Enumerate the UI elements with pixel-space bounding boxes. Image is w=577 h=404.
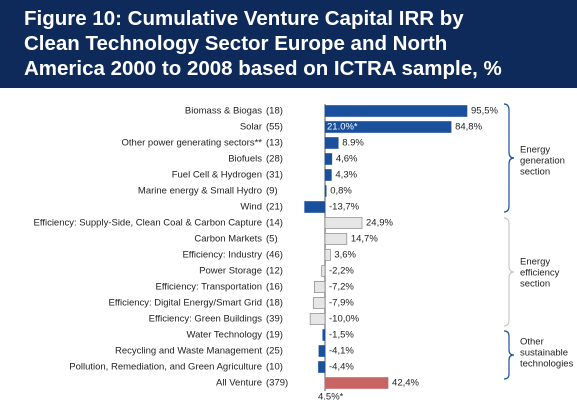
count-label: (39) [266, 314, 283, 325]
value-label: -2,2% [329, 266, 354, 277]
group-label: efficiency [520, 268, 560, 279]
bar [324, 377, 389, 389]
value-label: 84,8% [455, 122, 482, 133]
bar [324, 121, 452, 133]
value-label: 8.9% [342, 138, 364, 149]
category-label: Efficiency: Transportation [156, 282, 263, 293]
count-label: (31) [266, 170, 283, 181]
value-label: -13,7% [329, 202, 360, 213]
value-label: 42,4% [392, 378, 419, 389]
count-label: (10) [266, 362, 283, 373]
bar [321, 265, 326, 277]
bar [324, 185, 327, 197]
bar [324, 153, 333, 165]
count-label: (12) [266, 266, 283, 277]
bar [324, 217, 363, 229]
value-label: 4,3% [335, 170, 357, 181]
category-label: Recycling and Waste Management [115, 346, 262, 357]
value-label: -4,1% [329, 346, 354, 357]
count-label: (14) [266, 218, 283, 229]
category-label: Pollution, Remediation, and Green Agricu… [69, 362, 262, 373]
value-label: 95,5% [471, 106, 498, 117]
chart-title: Figure 10: Cumulative Venture Capital IR… [24, 7, 464, 30]
title-box [0, 0, 577, 88]
annotation: 21.0%* [327, 122, 358, 133]
category-label: Carbon Markets [194, 234, 262, 245]
group-label: section [520, 167, 550, 178]
value-label: 14,7% [351, 234, 378, 245]
category-label: Efficiency: Green Buildings [149, 314, 263, 325]
value-label: -1,5% [329, 330, 354, 341]
count-label: (18) [266, 106, 283, 117]
count-label: (18) [266, 298, 283, 309]
category-label: Biomass & Biogas [185, 106, 262, 117]
count-label: (25) [266, 346, 283, 357]
category-label: Wind [240, 202, 262, 213]
category-label: Efficiency: Industry [182, 250, 262, 261]
group-label: generation [520, 156, 565, 167]
group-label: section [520, 279, 550, 290]
category-label: Efficiency: Digital Energy/Smart Grid [109, 298, 262, 309]
count-label: (55) [266, 122, 283, 133]
value-label: 24,9% [366, 218, 393, 229]
bar [318, 345, 326, 357]
bar [318, 361, 326, 373]
category-label: Other power generating sectors** [122, 138, 263, 149]
annotation: 4.5%* [318, 392, 344, 403]
group-label: technologies [520, 359, 574, 370]
category-label: Biofuels [228, 154, 262, 165]
group-label: Other [520, 337, 544, 348]
category-label: Marine energy & Small Hydro [138, 186, 262, 197]
value-label: -4,4% [329, 362, 354, 373]
bar [322, 329, 326, 341]
category-label: Water Technology [186, 330, 262, 341]
group-brace [503, 217, 515, 327]
group-label: Energy [520, 257, 550, 268]
value-label: -10,0% [329, 314, 360, 325]
count-label: (13) [266, 138, 283, 149]
category-label: Fuel Cell & Hydrogen [172, 170, 262, 181]
bar [324, 105, 468, 117]
category-label: Power Storage [199, 266, 262, 277]
chart-title: America 2000 to 2008 based on ICTRA samp… [24, 57, 502, 80]
bar [309, 313, 326, 325]
count-label: (28) [266, 154, 283, 165]
value-label: 3,6% [334, 250, 356, 261]
category-label: Solar [240, 122, 262, 133]
value-label: 0,8% [330, 186, 352, 197]
bar [324, 169, 332, 181]
category-label: Efficiency: Supply-Side, Clean Coal & Ca… [34, 218, 262, 229]
bar [324, 137, 339, 149]
count-label: (379) [266, 378, 288, 389]
group-label: Energy [520, 145, 550, 156]
value-label: -7,2% [329, 282, 354, 293]
bar [324, 233, 348, 245]
group-label: sustainable [520, 348, 568, 359]
bar [312, 297, 326, 309]
count-label: (16) [266, 282, 283, 293]
group-brace [503, 330, 515, 380]
bar [313, 281, 326, 293]
count-label: (5) [266, 234, 278, 245]
chart-title: Clean Technology Sector Europe and North [24, 32, 447, 55]
count-label: (19) [266, 330, 283, 341]
bar [324, 249, 331, 261]
value-label: 4,6% [336, 154, 358, 165]
bar [304, 201, 326, 213]
group-brace [503, 103, 515, 213]
count-label: (21) [266, 202, 283, 213]
count-label: (46) [266, 250, 283, 261]
category-label: All Venture [216, 378, 262, 389]
value-label: -7,9% [329, 298, 354, 309]
count-label: (9) [266, 186, 278, 197]
